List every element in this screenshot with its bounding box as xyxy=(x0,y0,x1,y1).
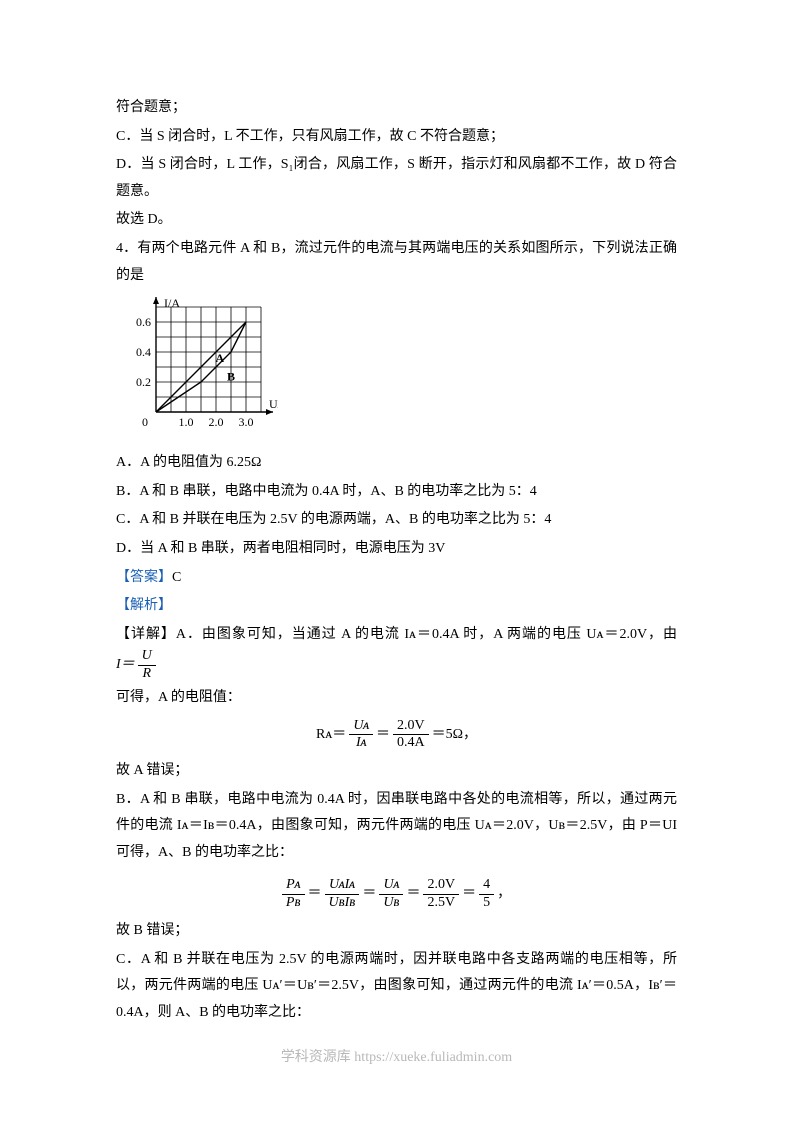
formula-PAB-f2: UᴀIᴀ UʙIʙ xyxy=(325,877,360,912)
svg-text:A: A xyxy=(216,351,225,365)
formula-PAB-eq4: ＝ xyxy=(462,881,476,908)
formula-I: I＝ U R xyxy=(116,648,156,683)
formula-RA-eq1: ＝ xyxy=(376,722,390,749)
q4-optB: B．A 和 B 串联，电路中电流为 0.4A 时，A、B 的电功率之比为 5：4 xyxy=(116,479,677,506)
detail-B: B．A 和 B 串联，电路中电流为 0.4A 时，因串联电路中各处的电流相等，所… xyxy=(116,787,677,867)
detail-A-wrong: 故 A 错误； xyxy=(116,758,677,785)
formula-PAB-f3-num: Uᴀ xyxy=(379,877,403,895)
formula-RA-f1-num: Uᴀ xyxy=(349,718,373,736)
formula-PAB-f2-num: UᴀIᴀ xyxy=(325,877,360,895)
svg-text:0: 0 xyxy=(142,415,148,429)
formula-PAB-f4: 2.0V 2.5V xyxy=(423,877,459,912)
formula-PAB-f5-num: 4 xyxy=(479,877,494,895)
formula-PAB-f3-den: Uʙ xyxy=(379,895,403,912)
formula-PAB-f1-num: Pᴀ xyxy=(282,877,305,895)
svg-text:I/A: I/A xyxy=(164,297,180,310)
formula-PAB-tail: ， xyxy=(497,881,511,908)
formula-PAB-f4-den: 2.5V xyxy=(423,895,459,912)
formula-PAB-eq3: ＝ xyxy=(406,881,420,908)
formula-PAB-f2-den: UʙIʙ xyxy=(325,895,360,912)
formula-RA-f2-num: 2.0V xyxy=(393,718,429,736)
intro-p4: 故选 D。 xyxy=(116,207,677,234)
formula-I-lhs: I＝ xyxy=(116,652,135,679)
analysis-label: 【解析】 xyxy=(116,598,172,613)
formula-I-frac: U R xyxy=(138,648,156,683)
q4-optD: D．当 A 和 B 串联，两者电阻相同时，电源电压为 3V xyxy=(116,536,677,563)
answer-line: 【答案】C xyxy=(116,565,677,592)
svg-text:1.0: 1.0 xyxy=(179,415,194,429)
formula-RA-f2-den: 0.4A xyxy=(393,735,429,752)
formula-RA-f1-den: Iᴀ xyxy=(349,735,373,752)
formula-I-num: U xyxy=(138,648,156,666)
analysis-label-line: 【解析】 xyxy=(116,593,677,620)
formula-PAB-f1-den: Pʙ xyxy=(282,895,305,912)
detail-C: C．A 和 B 并联在电压为 2.5V 的电源两端时，因并联电路中各支路两端的电… xyxy=(116,947,677,1027)
detail-B-wrong: 故 B 错误； xyxy=(116,918,677,945)
formula-PAB: Pᴀ Pʙ ＝ UᴀIᴀ UʙIʙ ＝ Uᴀ Uʙ ＝ 2.0V 2.5V ＝ … xyxy=(116,872,677,912)
watermark: 学科资源库 https://xueke.fuliadmin.com xyxy=(0,1045,793,1072)
intro-p2: C．当 S 闭合时，L 不工作，只有风扇工作，故 C 不符合题意； xyxy=(116,124,677,151)
formula-PAB-eq2: ＝ xyxy=(362,881,376,908)
q4-stem: 4．有两个电路元件 A 和 B，流过元件的电流与其两端电压的关系如图所示，下列说… xyxy=(116,236,677,289)
formula-PAB-f5-den: 5 xyxy=(479,895,494,912)
formula-RA-f2: 2.0V 0.4A xyxy=(393,718,429,753)
svg-text:B: B xyxy=(227,370,235,384)
iv-chart: 0.2 0.4 0.6 1.0 2.0 3.0 0 U/V I/A AB xyxy=(128,297,677,442)
iv-chart-svg: 0.2 0.4 0.6 1.0 2.0 3.0 0 U/V I/A AB xyxy=(128,297,278,442)
svg-text:0.6: 0.6 xyxy=(136,315,151,329)
formula-RA-f1: Uᴀ Iᴀ xyxy=(349,718,373,753)
answer-value: C xyxy=(172,570,181,585)
formula-RA-tail: ＝5Ω， xyxy=(432,722,477,749)
intro-p3: D．当 S 闭合时，L 工作，S₁闭合，风扇工作，S 断开，指示灯和风扇都不工作… xyxy=(116,152,677,205)
formula-I-den: R xyxy=(138,666,156,683)
svg-text:3.0: 3.0 xyxy=(239,415,254,429)
formula-PAB-f1: Pᴀ Pʙ xyxy=(282,877,305,912)
detail-A: 【详解】A．由图象可知，当通过 A 的电流 Iᴀ＝0.4A 时，A 两端的电压 … xyxy=(116,622,677,683)
formula-PAB-f3: Uᴀ Uʙ xyxy=(379,877,403,912)
formula-PAB-f5: 4 5 xyxy=(479,877,494,912)
formula-PAB-eq1: ＝ xyxy=(308,881,322,908)
intro-p1: 符合题意； xyxy=(116,95,677,122)
detail-A-tail: 可得，A 的电阻值： xyxy=(116,685,677,712)
svg-text:U/V: U/V xyxy=(269,397,278,411)
answer-label: 【答案】 xyxy=(116,570,172,585)
q4-optA: A．A 的电阻值为 6.25Ω xyxy=(116,450,677,477)
formula-RA: Rᴀ＝ Uᴀ Iᴀ ＝ 2.0V 0.4A ＝5Ω， xyxy=(116,718,677,753)
svg-text:0.2: 0.2 xyxy=(136,375,151,389)
formula-RA-lhs: Rᴀ＝ xyxy=(316,722,346,749)
svg-text:0.4: 0.4 xyxy=(136,345,151,359)
q4-optC: C．A 和 B 并联在电压为 2.5V 的电源两端，A、B 的电功率之比为 5：… xyxy=(116,507,677,534)
detail-A-text: 【详解】A．由图象可知，当通过 A 的电流 Iᴀ＝0.4A 时，A 两端的电压 … xyxy=(116,627,677,642)
formula-PAB-f4-num: 2.0V xyxy=(423,877,459,895)
svg-text:2.0: 2.0 xyxy=(209,415,224,429)
